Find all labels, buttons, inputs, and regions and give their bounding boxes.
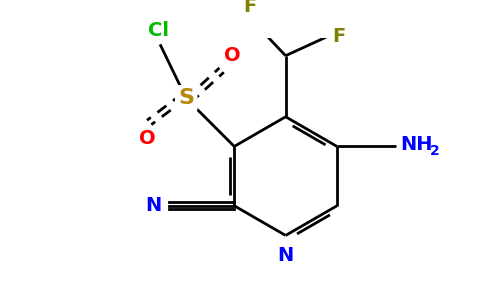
Text: N: N	[277, 246, 294, 265]
Text: N: N	[146, 196, 162, 215]
Text: O: O	[224, 46, 241, 65]
Text: Cl: Cl	[148, 21, 169, 40]
Text: 2: 2	[429, 144, 439, 158]
Text: F: F	[243, 0, 257, 16]
Text: F: F	[332, 27, 345, 46]
Text: S: S	[178, 88, 194, 109]
Text: NH: NH	[401, 135, 433, 154]
Text: O: O	[139, 129, 155, 148]
